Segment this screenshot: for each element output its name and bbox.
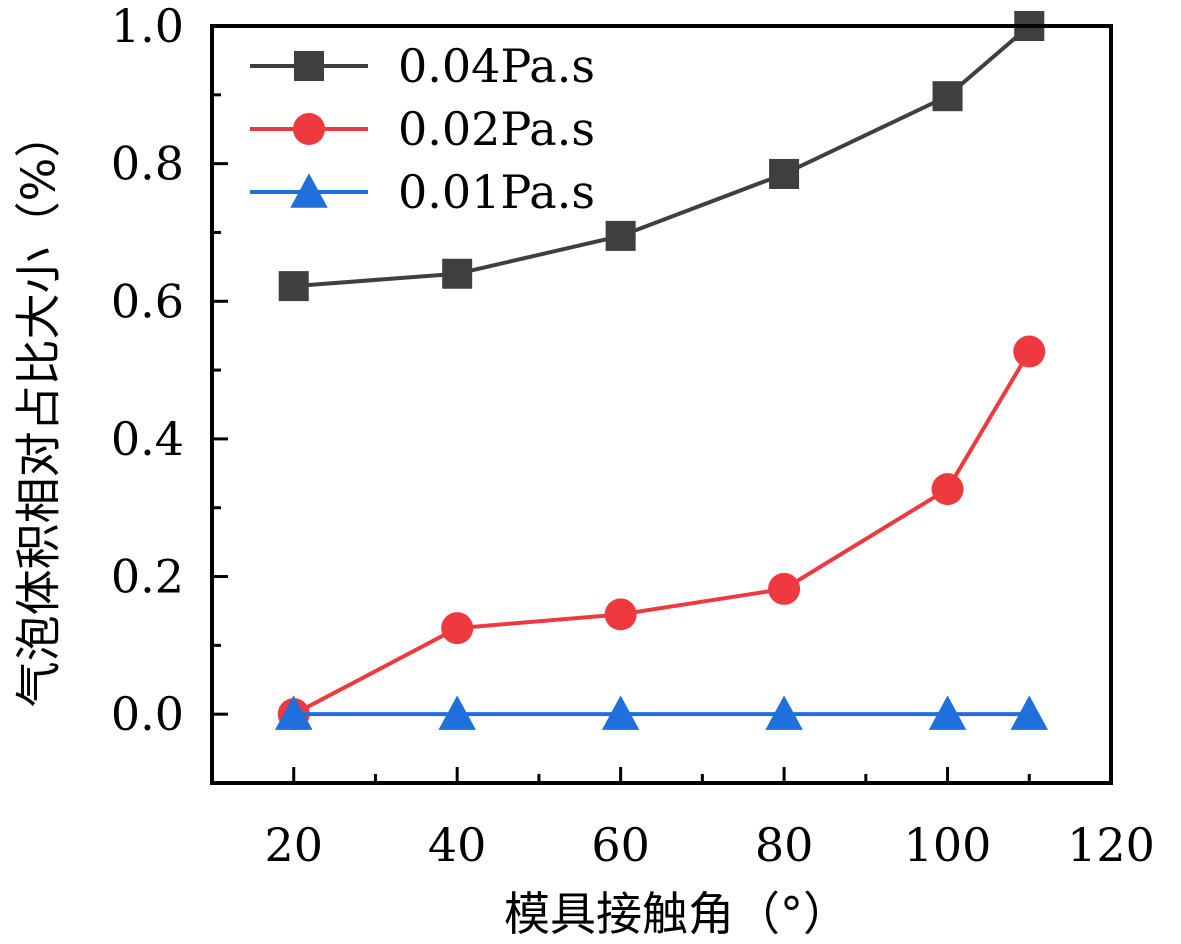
series-triangle xyxy=(274,695,1049,730)
x-tick-label: 40 xyxy=(428,818,487,872)
data-point-circle xyxy=(441,612,474,645)
data-point-triangle xyxy=(928,695,967,730)
data-point-triangle xyxy=(1010,695,1049,730)
y-tick-label: 1.0 xyxy=(111,0,184,53)
y-tick-label: 0.4 xyxy=(111,412,184,466)
series-group xyxy=(274,11,1049,731)
data-point-circle xyxy=(931,473,964,506)
legend-item: 0.04Pa.s xyxy=(250,39,595,93)
x-axis: 20 40 60 80 100 120 xyxy=(264,767,1155,872)
data-point-circle xyxy=(293,113,325,145)
x-axis-title: 模具接触角（°） xyxy=(504,887,849,941)
x-tick-label: 100 xyxy=(904,818,992,872)
data-point-square xyxy=(605,220,636,251)
plot-frame xyxy=(210,24,1113,785)
data-point-triangle xyxy=(765,695,803,730)
series-line xyxy=(292,350,1031,716)
series-circle xyxy=(277,335,1046,731)
legend: 0.04Pa.s 0.02Pa.s 0.01Pa.s xyxy=(250,39,595,219)
y-axis: 0.0 0.2 0.4 0.6 0.8 1.0 xyxy=(111,0,228,785)
data-point-circle xyxy=(604,598,637,631)
data-point-square xyxy=(278,271,309,302)
data-point-triangle xyxy=(601,695,640,730)
legend-label: 0.02Pa.s xyxy=(398,102,595,156)
data-point-triangle xyxy=(274,695,313,730)
y-tick-label: 0.0 xyxy=(111,687,184,741)
x-tick-label: 120 xyxy=(1067,818,1155,872)
x-tick-label: 80 xyxy=(755,818,814,872)
x-tick-label: 20 xyxy=(264,818,323,872)
data-point-circle xyxy=(768,572,801,605)
data-point-square xyxy=(294,51,324,81)
data-point-square xyxy=(769,158,800,189)
legend-item: 0.02Pa.s xyxy=(250,102,595,156)
y-tick-label: 0.6 xyxy=(111,274,184,328)
y-axis-title: 气泡体积相对占比大小（%） xyxy=(12,112,66,708)
y-tick-label: 0.2 xyxy=(111,550,184,604)
legend-item: 0.01Pa.s xyxy=(250,165,595,219)
data-point-square xyxy=(932,81,963,112)
data-point-square xyxy=(442,258,473,289)
x-tick-label: 60 xyxy=(591,818,650,872)
data-point-triangle xyxy=(290,173,328,208)
legend-label: 0.04Pa.s xyxy=(398,39,595,93)
legend-label: 0.01Pa.s xyxy=(398,165,595,219)
y-tick-label: 0.8 xyxy=(111,137,184,191)
data-point-circle xyxy=(1013,335,1046,368)
data-point-triangle xyxy=(438,695,476,730)
series-square xyxy=(278,11,1045,302)
